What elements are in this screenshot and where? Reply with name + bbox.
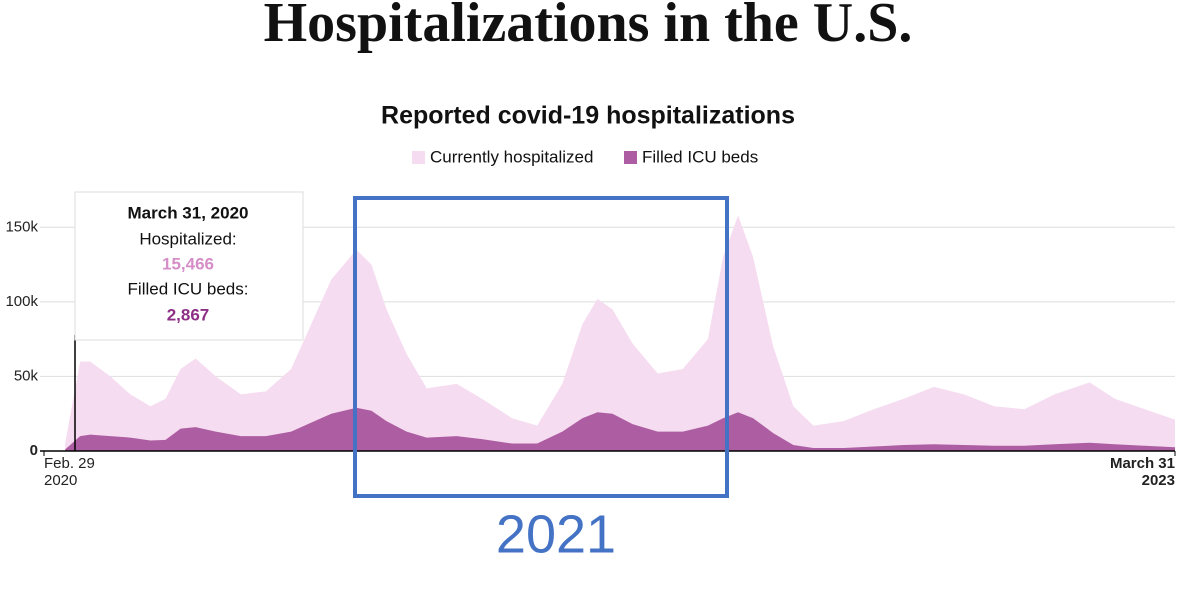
y-tick-label: 0 xyxy=(30,442,38,459)
tooltip-value: 15,466 xyxy=(162,254,214,273)
tooltip-label: Hospitalized: xyxy=(139,229,236,248)
legend-label: Currently hospitalized xyxy=(430,147,593,166)
tooltip-label: Filled ICU beds: xyxy=(128,279,249,298)
legend-label: Filled ICU beds xyxy=(642,147,758,166)
annotation-box xyxy=(353,196,729,498)
areas xyxy=(65,215,1175,451)
chart-title: Reported covid-19 hospitalizations xyxy=(381,102,795,130)
tooltip: March 31, 2020 Hospitalized: 15,466 Fill… xyxy=(74,191,304,341)
area xyxy=(65,407,1175,451)
y-tick-label: 100k xyxy=(5,293,38,310)
x-tick-label: Feb. 29 xyxy=(44,455,95,472)
tooltip-box xyxy=(74,191,304,341)
x-tick-label: 2023 xyxy=(1142,472,1175,489)
y-tick-label: 150k xyxy=(5,218,38,235)
tooltip-date: March 31, 2020 xyxy=(128,203,249,222)
tooltip-value: 2,867 xyxy=(167,305,210,324)
x-tick-label: March 31 xyxy=(1110,455,1175,472)
x-tick-label: 2020 xyxy=(44,472,77,489)
legend: Currently hospitalized Filled ICU beds xyxy=(412,147,758,166)
area xyxy=(65,215,1175,451)
headline: Hospitalizations in the U.S. xyxy=(264,0,913,54)
annotation: 2021 xyxy=(496,504,616,564)
y-tick-label: 50k xyxy=(14,367,39,384)
legend-swatch xyxy=(624,151,637,164)
legend-swatch xyxy=(412,151,425,164)
